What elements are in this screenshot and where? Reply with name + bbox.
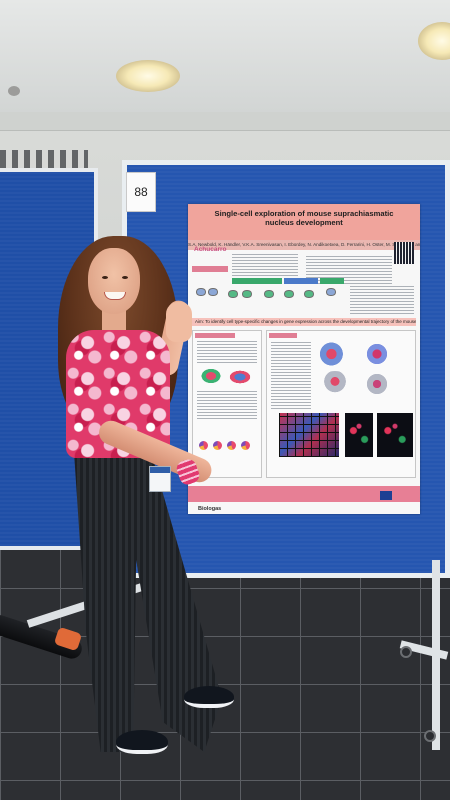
person-shoe: [184, 686, 234, 708]
stand-wheel: [400, 646, 412, 658]
methodology-panel: [192, 330, 262, 478]
cluster-plot: [227, 369, 253, 385]
methodology-text: [197, 341, 257, 363]
poster-title: Single-cell exploration of mouse suprach…: [214, 209, 394, 227]
ceiling: [0, 0, 450, 112]
achucarro-logo: Achucarro: [194, 246, 227, 253]
person-shoe: [116, 730, 168, 754]
air-vent: [0, 150, 88, 168]
brain-icon: [284, 290, 294, 298]
name-badge: [149, 466, 171, 492]
tiled-floor: [0, 540, 450, 800]
ceiling-lamp: [116, 60, 180, 92]
footer-logo: Biologas: [198, 506, 222, 512]
brain-icon: [304, 290, 314, 298]
brain-icon: [228, 290, 238, 298]
brain-icon: [264, 290, 274, 298]
stand-wheel: [424, 730, 436, 742]
affiliations-text: [232, 254, 298, 276]
brain-icon: [242, 290, 252, 298]
person-eye: [122, 276, 128, 279]
results-section-band: [269, 333, 297, 338]
stage-band: [232, 278, 282, 284]
umap-plot: [317, 371, 353, 397]
pie-chart-icon: [227, 441, 236, 450]
microscopy-image: [345, 413, 373, 457]
umap-plot: [317, 341, 353, 367]
stage-band: [320, 278, 344, 284]
background-text: [350, 286, 414, 314]
brain-icon: [208, 288, 218, 296]
pie-chart-icon: [213, 441, 222, 450]
poster-authors: S.A. Newbold, K. Händler, V.K.A. Sreeniv…: [188, 240, 420, 250]
wall-beam: [0, 112, 450, 131]
umap-plot: [359, 371, 395, 397]
microscopy-image: [377, 413, 413, 457]
intro-text: [306, 254, 392, 284]
poster-header: [188, 204, 420, 240]
person-raised-hand: [166, 302, 192, 342]
cluster-plot: [199, 367, 223, 385]
umap-plot: [359, 341, 395, 367]
poster-number-tag: 88: [126, 172, 156, 212]
methodology-section-band: [195, 333, 235, 338]
eu-flag-icon: [380, 491, 392, 500]
brain-icon: [326, 288, 336, 296]
research-poster: Single-cell exploration of mouse suprach…: [188, 204, 420, 514]
smoke-detector: [8, 86, 20, 96]
person-eye: [102, 276, 108, 279]
background-section-band: [192, 266, 228, 272]
aim-statement: Aim: To identify cell type-specific chan…: [192, 318, 416, 326]
conclusion-band: [188, 486, 420, 502]
qr-code-icon: [394, 242, 414, 264]
stage-band: [284, 278, 318, 284]
pie-chart-icon: [199, 441, 208, 450]
heatmap-image: [279, 413, 339, 457]
brain-icon: [196, 288, 206, 296]
ceiling-lamp: [418, 22, 450, 60]
pie-chart-icon: [241, 441, 250, 450]
results-panel: [266, 330, 416, 478]
methodology-text: [197, 391, 257, 419]
person-face: [88, 248, 140, 314]
results-text: [271, 341, 311, 409]
